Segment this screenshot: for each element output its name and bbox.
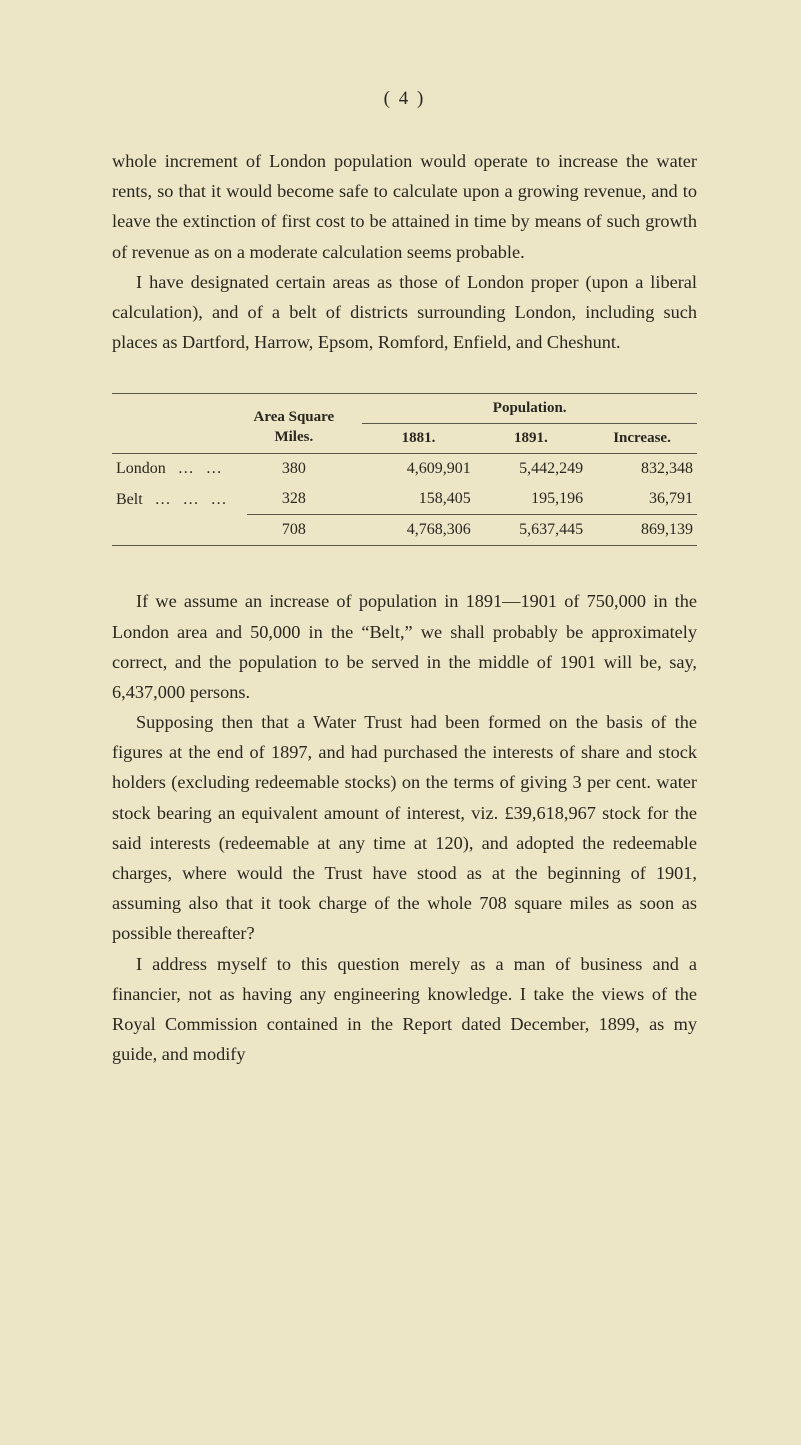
col-1881-header: 1881. [362, 424, 474, 454]
total-area: 708 [247, 515, 362, 546]
col-1891-header: 1891. [475, 424, 587, 454]
cell-area: 380 [247, 454, 362, 485]
col-increase-header: Increase. [587, 424, 697, 454]
cell-increase: 36,791 [587, 484, 697, 515]
paragraph-2: I have designated certain areas as those… [112, 267, 697, 358]
paragraph-5: I address myself to this question merely… [112, 949, 697, 1070]
col-area-header: Area Square Miles. [247, 394, 362, 454]
cell-1891: 5,442,249 [475, 454, 587, 485]
cell-area: 328 [247, 484, 362, 515]
cell-1891: 195,196 [475, 484, 587, 515]
page-number: ( 4 ) [112, 88, 697, 110]
paragraph-3: If we assume an increase of population i… [112, 586, 697, 707]
paragraph-1: whole increment of London population wou… [112, 146, 697, 267]
population-table: Area Square Miles. Population. 1881. 189… [112, 393, 697, 546]
total-1881: 4,768,306 [362, 515, 474, 546]
paragraph-4: Supposing then that a Water Trust had be… [112, 707, 697, 949]
table-row: Belt … … … 328 158,405 195,196 36,791 [112, 484, 697, 515]
total-increase: 869,139 [587, 515, 697, 546]
cell-1881: 4,609,901 [362, 454, 474, 485]
cell-1881: 158,405 [362, 484, 474, 515]
cell-increase: 832,348 [587, 454, 697, 485]
table-row: London … … 380 4,609,901 5,442,249 832,3… [112, 454, 697, 485]
row-label: Belt [116, 491, 143, 508]
row-label: London [116, 460, 166, 477]
total-1891: 5,637,445 [475, 515, 587, 546]
col-population-header: Population. [362, 394, 697, 424]
table-total-row: 708 4,768,306 5,637,445 869,139 [112, 515, 697, 546]
